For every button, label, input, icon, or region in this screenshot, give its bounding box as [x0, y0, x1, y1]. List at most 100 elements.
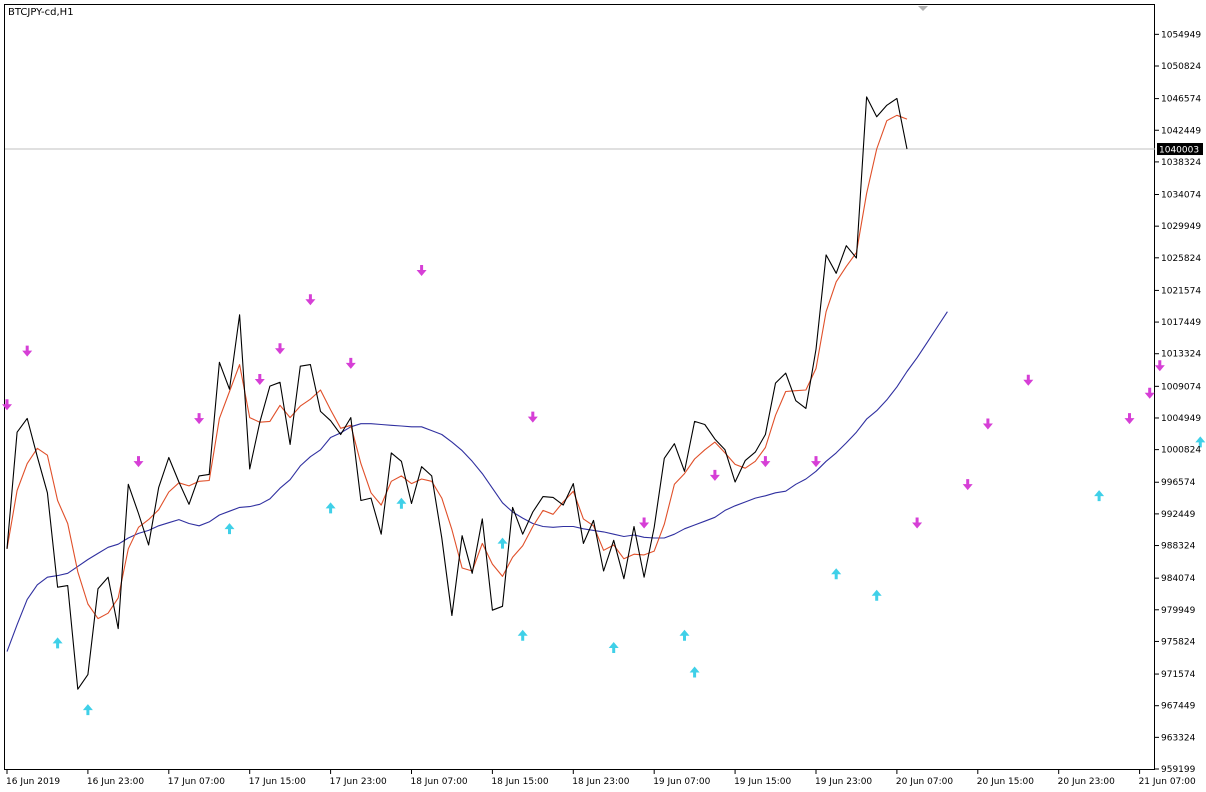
buy-signal: [325, 502, 336, 514]
sell-arrow-icon: [345, 357, 356, 369]
buy-arrow-icon: [1094, 490, 1105, 502]
sell-signal: [2, 399, 12, 411]
x-tick-label: 20 Jun 15:00: [977, 777, 1034, 787]
y-tick-label: 959199: [1161, 765, 1196, 775]
sell-signal: [133, 456, 144, 468]
y-tick-label: 1042449: [1161, 126, 1201, 136]
buy-signal: [679, 629, 690, 641]
buy-signal: [1195, 436, 1206, 448]
slow-ma-line: [6, 311, 948, 652]
buy-arrow-icon: [679, 629, 690, 641]
x-tick-label: 16 Jun 23:00: [87, 777, 144, 787]
sell-arrow-icon: [254, 374, 265, 385]
sell-arrow-icon: [1023, 374, 1034, 386]
current-price-marker: 1040003: [918, 6, 1203, 156]
y-tick-label: 1046574: [1161, 95, 1201, 105]
y-tick-label: 1034074: [1161, 191, 1201, 201]
sell-arrow-icon: [912, 517, 923, 529]
y-tick-label: 1013324: [1161, 350, 1201, 360]
x-tick-label: 16 Jun 2019: [6, 777, 60, 787]
sell-arrow-icon: [194, 413, 205, 425]
y-tick-label: 963324: [1161, 733, 1196, 743]
buy-signal: [82, 704, 93, 716]
plot-area[interactable]: [4, 4, 1155, 770]
sell-arrow-icon: [2, 399, 12, 411]
buy-arrow-icon: [831, 568, 842, 580]
sell-arrow-icon: [416, 265, 427, 276]
buy-signal: [1094, 490, 1105, 502]
buy-arrow-icon: [52, 637, 63, 649]
sell-signal: [254, 374, 265, 385]
sell-arrow-icon: [1144, 387, 1155, 399]
y-tick-label: 984074: [1161, 574, 1196, 584]
y-tick-label: 979949: [1161, 606, 1196, 616]
buy-arrow-icon: [224, 523, 235, 535]
sell-signal: [1124, 413, 1135, 425]
buy-arrow-icon: [497, 537, 508, 549]
sell-signal: [639, 517, 650, 529]
chart-shift-icon[interactable]: [918, 6, 928, 11]
sell-signal: [275, 343, 285, 355]
sell-signal: [416, 265, 427, 276]
y-tick-label: 1004949: [1161, 414, 1201, 424]
slow-ma-layer: [6, 311, 948, 652]
x-tick-label: 18 Jun 07:00: [410, 777, 467, 787]
sell-arrow-icon: [527, 411, 538, 423]
sell-arrow-icon: [275, 343, 285, 355]
x-tick-label: 17 Jun 07:00: [168, 777, 225, 787]
sell-signal: [760, 456, 771, 468]
y-tick-label: 1050824: [1161, 62, 1201, 72]
buy-signal: [608, 642, 619, 653]
x-tick-label: 19 Jun 07:00: [653, 777, 710, 787]
sell-arrow-icon: [1124, 413, 1135, 425]
buy-arrow-icon: [325, 502, 336, 514]
buy-signal: [517, 629, 528, 641]
buy-arrow-icon: [689, 666, 700, 678]
y-tick-label: 996574: [1161, 478, 1196, 488]
sell-signal: [982, 418, 993, 430]
sell-arrow-icon: [982, 418, 993, 430]
sell-arrow-icon: [22, 345, 33, 357]
x-tick-label: 18 Jun 23:00: [572, 777, 629, 787]
sell-signal: [305, 294, 316, 306]
y-tick-label: 975824: [1161, 637, 1196, 647]
x-tick-label: 17 Jun 23:00: [330, 777, 387, 787]
price-line: [6, 96, 908, 690]
price-layer: [6, 96, 908, 690]
buy-arrow-icon: [871, 589, 882, 601]
sell-signal: [194, 413, 205, 425]
buy-signal: [871, 589, 882, 601]
sell-signal: [709, 469, 720, 481]
y-tick-label: 992449: [1161, 510, 1196, 520]
buy-arrow-icon: [1195, 436, 1206, 448]
buy-signal: [689, 666, 700, 678]
sell-arrow-icon: [133, 456, 144, 468]
buy-signal: [831, 568, 842, 580]
symbol-label: BTCJPY-cd,H1: [8, 7, 74, 18]
y-axis: 1054949 1050824 1046574 1042449 1038324 10340…: [1155, 30, 1201, 775]
x-tick-label: 19 Jun 15:00: [734, 777, 791, 787]
buy-arrow-icon: [82, 704, 93, 716]
y-tick-label: 1054949: [1161, 30, 1201, 40]
sell-arrow-icon: [305, 294, 316, 306]
y-tick-label: 1025824: [1161, 254, 1201, 264]
y-tick-label: 1000824: [1161, 446, 1201, 456]
sell-signal: [1144, 387, 1155, 399]
current-price-label: 1040003: [1159, 146, 1199, 156]
x-tick-label: 20 Jun 23:00: [1058, 777, 1115, 787]
buy-signal: [396, 497, 407, 509]
y-tick-label: 1038324: [1161, 158, 1201, 168]
x-tick-label: 21 Jun 07:00: [1139, 777, 1196, 787]
buy-arrow-icon: [608, 642, 619, 653]
x-tick-label: 17 Jun 15:00: [249, 777, 306, 787]
x-tick-label: 20 Jun 07:00: [896, 777, 953, 787]
y-tick-label: 971574: [1161, 670, 1196, 680]
sell-signal: [1023, 374, 1034, 386]
fast-ma-layer: [6, 114, 908, 620]
sell-arrow-icon: [811, 456, 821, 468]
fast-ma-line: [6, 114, 908, 620]
signals-layer: [2, 265, 1206, 716]
sell-signal: [527, 411, 538, 423]
